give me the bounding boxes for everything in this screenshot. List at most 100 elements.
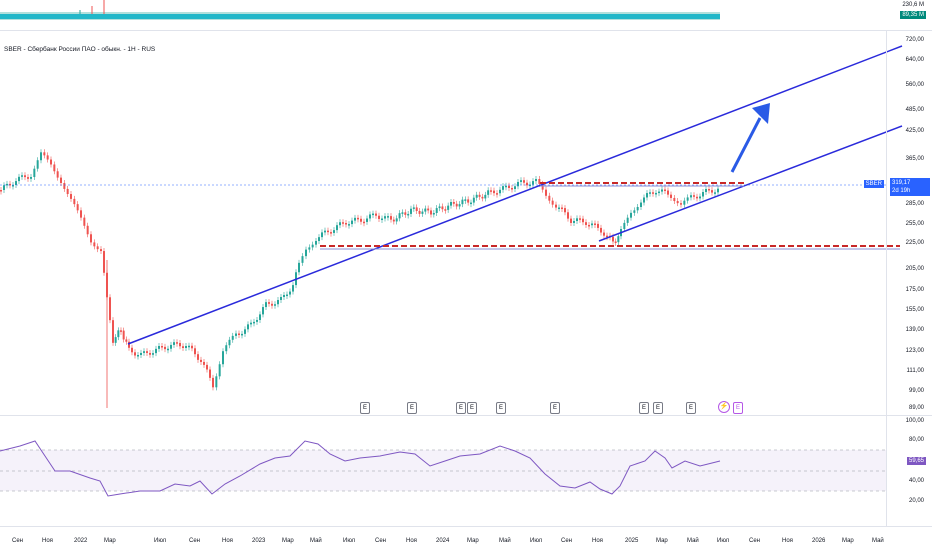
candle-body bbox=[395, 218, 398, 222]
candle-body bbox=[690, 195, 692, 198]
candle-body bbox=[548, 195, 551, 201]
earnings-marker[interactable]: E bbox=[360, 402, 370, 414]
candle-body bbox=[96, 246, 99, 250]
time-axis[interactable]: Сен Ноя 2022 Мар Июл Сен Ноя 2023 Мар Май Июл Сен Но… bbox=[0, 526, 886, 550]
rsi-scale-border bbox=[886, 416, 887, 526]
time-tick: Сен bbox=[12, 538, 23, 544]
time-tick: Июл bbox=[530, 538, 543, 544]
candle-body bbox=[558, 207, 560, 210]
price-tick: 365,00 bbox=[905, 156, 924, 162]
candle-body bbox=[573, 221, 575, 223]
candle-body bbox=[696, 196, 698, 199]
earnings-marker[interactable]: E bbox=[467, 402, 477, 414]
candle-body bbox=[164, 346, 166, 350]
time-tick: Мар bbox=[467, 538, 479, 544]
earnings-marker-upcoming[interactable]: E bbox=[733, 402, 743, 414]
candle-body bbox=[271, 303, 273, 306]
candle-body bbox=[339, 222, 341, 226]
candle-body bbox=[410, 208, 412, 214]
candle-body bbox=[112, 320, 114, 343]
earnings-marker[interactable]: E bbox=[496, 402, 506, 414]
candle-body bbox=[182, 346, 184, 348]
candle-body bbox=[235, 333, 237, 336]
candle-body bbox=[206, 364, 208, 370]
channel-upper-line bbox=[127, 45, 903, 345]
candle-body bbox=[283, 294, 285, 298]
candle-body bbox=[375, 213, 377, 216]
candle-body bbox=[640, 202, 642, 207]
rsi-tick: 40,00 bbox=[908, 478, 924, 484]
candle-body bbox=[481, 196, 484, 199]
candle-body bbox=[24, 175, 26, 178]
candle-body bbox=[606, 235, 608, 238]
candle-body bbox=[191, 345, 193, 349]
candle-body bbox=[360, 218, 362, 222]
candle-body bbox=[630, 212, 632, 218]
candle-body bbox=[330, 232, 332, 234]
candle-body bbox=[311, 244, 314, 248]
candle-body bbox=[496, 193, 498, 195]
candle-body bbox=[612, 236, 614, 242]
candle-body bbox=[6, 183, 8, 186]
earnings-marker[interactable]: E bbox=[456, 402, 466, 414]
price-tick: 225,00 bbox=[905, 240, 924, 246]
candle-body bbox=[398, 213, 401, 219]
candle-body bbox=[444, 209, 447, 211]
candle-body bbox=[450, 202, 452, 206]
candle-body bbox=[103, 251, 105, 273]
time-tick: Сен bbox=[375, 538, 386, 544]
rsi-tick: 100,00 bbox=[905, 418, 924, 424]
time-tick: Мар bbox=[104, 538, 116, 544]
candle-body bbox=[247, 324, 249, 330]
lightning-icon[interactable]: ⚡ bbox=[718, 401, 730, 413]
candle-body bbox=[520, 180, 522, 182]
candle-body bbox=[636, 206, 639, 211]
candle-body bbox=[493, 190, 495, 194]
candle-body bbox=[277, 300, 279, 305]
candle-body bbox=[585, 222, 587, 225]
candle-body bbox=[131, 347, 133, 353]
earnings-marker[interactable]: E bbox=[407, 402, 417, 414]
forecast-arrow-shaft bbox=[730, 117, 762, 173]
candle-body bbox=[256, 319, 258, 322]
candle-body bbox=[292, 285, 294, 292]
candle-body bbox=[545, 189, 547, 196]
rsi-tick: 80,00 bbox=[908, 437, 924, 443]
candle-body bbox=[301, 256, 304, 263]
candle-body bbox=[441, 206, 444, 210]
time-tick: Мар bbox=[282, 538, 294, 544]
earnings-marker[interactable]: E bbox=[686, 402, 696, 414]
candle-body bbox=[623, 222, 626, 230]
candle-body bbox=[655, 192, 657, 195]
candle-body bbox=[188, 345, 190, 348]
candle-body bbox=[109, 297, 111, 321]
candle-body bbox=[244, 329, 246, 334]
earnings-marker[interactable]: E bbox=[550, 402, 560, 414]
candle-body bbox=[551, 200, 554, 205]
candle-body bbox=[369, 214, 371, 219]
time-tick: Май bbox=[687, 538, 699, 544]
rsi-pane[interactable] bbox=[0, 416, 886, 526]
candle-body bbox=[564, 208, 566, 213]
candle-body bbox=[351, 220, 353, 225]
candle-body bbox=[511, 187, 513, 190]
candle-body bbox=[345, 222, 347, 225]
bar-countdown: 2d 19h bbox=[892, 188, 911, 194]
earnings-marker[interactable]: E bbox=[639, 402, 649, 414]
candle-body bbox=[194, 348, 196, 355]
candle-body bbox=[517, 181, 519, 187]
candle-body bbox=[120, 330, 122, 332]
time-tick: Июл bbox=[154, 538, 167, 544]
candle-body bbox=[652, 192, 654, 194]
candle-body bbox=[683, 200, 686, 205]
candle-body bbox=[27, 177, 29, 179]
earnings-marker[interactable]: E bbox=[653, 402, 663, 414]
time-tick: Июл bbox=[717, 538, 730, 544]
candle-body bbox=[185, 346, 187, 348]
candle-body bbox=[9, 183, 11, 186]
candle-body bbox=[614, 241, 617, 243]
candle-body bbox=[33, 168, 36, 178]
candle-body bbox=[472, 197, 475, 203]
candle-body bbox=[40, 152, 42, 161]
